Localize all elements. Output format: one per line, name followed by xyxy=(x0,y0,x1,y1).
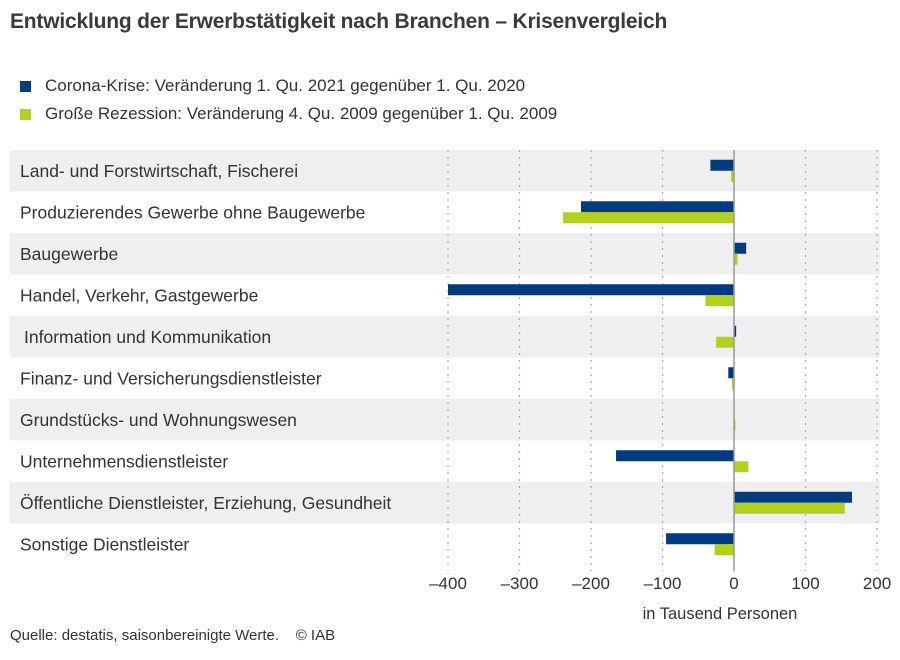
bar-recession xyxy=(705,295,734,307)
bar-corona xyxy=(734,325,737,337)
legend-item-corona: Corona-Krise: Veränderung 1. Qu. 2021 ge… xyxy=(20,72,557,100)
category-label: Land- und Forstwirtschaft, Fischerei xyxy=(20,161,298,181)
legend-swatch-corona xyxy=(20,80,31,92)
x-tick-label: 0 xyxy=(729,574,738,593)
category-label: Information und Kommunikation xyxy=(24,327,271,347)
category-label: Handel, Verkehr, Gastgewerbe xyxy=(20,285,258,305)
bar-corona xyxy=(734,491,852,503)
category-label: Sonstige Dienstleister xyxy=(20,534,189,554)
legend-item-recession: Große Rezession: Veränderung 4. Qu. 2009… xyxy=(20,100,557,128)
legend-swatch-recession xyxy=(20,108,31,120)
x-tick-label: 100 xyxy=(791,574,819,593)
bar-recession xyxy=(731,378,734,390)
x-axis-label: in Tausend Personen xyxy=(643,605,798,623)
row-band xyxy=(10,233,880,275)
category-label: Unternehmensdienstleister xyxy=(20,451,228,471)
bar-corona xyxy=(710,159,734,171)
category-label: Baugewerbe xyxy=(20,244,118,264)
source-note: Quelle: destatis, saisonbereinigte Werte… xyxy=(10,627,336,644)
bar-corona xyxy=(616,450,734,462)
bar-recession xyxy=(734,253,738,265)
bar-recession xyxy=(716,336,734,348)
bar-recession xyxy=(734,461,749,473)
legend-label-corona: Corona-Krise: Veränderung 1. Qu. 2021 ge… xyxy=(45,76,526,95)
bar-corona xyxy=(734,242,747,254)
x-tick-label: 200 xyxy=(863,574,891,593)
x-tick-label: –400 xyxy=(429,574,467,593)
bar-corona xyxy=(728,367,734,379)
category-label: Finanz- und Versicherungsdienstleister xyxy=(20,368,322,388)
chart-title: Entwicklung der Erwerbstätigkeit nach Br… xyxy=(10,10,668,33)
bar-recession xyxy=(714,544,734,556)
x-tick-label: –300 xyxy=(501,574,539,593)
bar-recession xyxy=(731,170,734,182)
x-tick-label: –200 xyxy=(572,574,610,593)
category-label: Öffentliche Dienstleister, Erziehung, Ge… xyxy=(20,493,391,513)
bar-recession xyxy=(734,502,845,514)
bar-corona xyxy=(580,201,734,213)
bar-corona xyxy=(448,284,734,296)
category-label: Produzierendes Gewerbe ohne Baugewerbe xyxy=(20,202,365,222)
legend: Corona-Krise: Veränderung 1. Qu. 2021 ge… xyxy=(20,72,557,128)
row-band xyxy=(10,150,880,192)
category-label: Grundstücks- und Wohnungswesen xyxy=(20,410,297,430)
bar-recession xyxy=(563,212,734,224)
x-tick-label: –100 xyxy=(644,574,682,593)
bar-corona xyxy=(666,533,734,545)
legend-label-recession: Große Rezession: Veränderung 4. Qu. 2009… xyxy=(45,104,558,123)
